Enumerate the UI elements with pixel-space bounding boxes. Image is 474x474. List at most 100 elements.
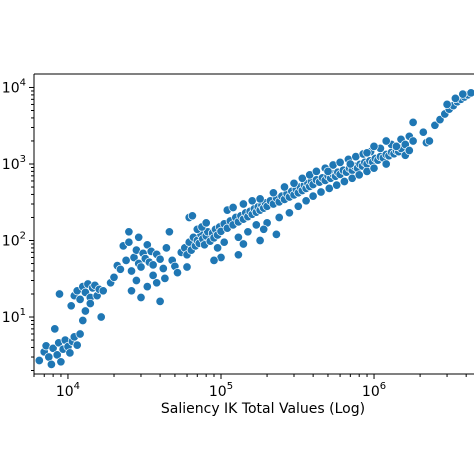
data-point — [115, 264, 125, 274]
data-point — [233, 232, 243, 242]
data-point — [408, 136, 418, 146]
data-point — [131, 275, 141, 286]
data-point — [136, 292, 146, 303]
data-point — [408, 117, 418, 127]
x-axis-label: Saliency IK Total Values (Log) — [161, 401, 365, 417]
data-point — [182, 262, 192, 272]
data-point — [339, 176, 349, 187]
data-point — [48, 343, 58, 353]
data-point — [158, 263, 168, 274]
data-point — [136, 262, 146, 272]
data-point — [142, 282, 152, 292]
data-point — [96, 312, 106, 322]
data-point — [268, 188, 278, 198]
data-point — [450, 93, 460, 103]
data-point — [391, 141, 401, 151]
data-point — [251, 220, 261, 230]
plot-frame — [33, 73, 474, 375]
data-point — [255, 235, 265, 246]
y-tick-label: 102 — [2, 231, 26, 250]
data-point — [80, 306, 90, 316]
data-point — [228, 202, 238, 213]
x-tick-label: 106 — [362, 381, 386, 400]
data-point — [155, 254, 165, 264]
data-point — [126, 286, 137, 296]
data-point — [65, 348, 75, 358]
data-point — [72, 340, 82, 350]
data-point — [126, 266, 137, 276]
data-point — [56, 357, 66, 367]
data-point — [50, 324, 60, 334]
data-point — [209, 255, 219, 265]
data-point — [142, 240, 152, 250]
data-point — [404, 145, 414, 156]
data-point — [134, 232, 144, 242]
data-point — [362, 148, 372, 158]
data-point — [247, 196, 257, 206]
data-point — [369, 141, 379, 151]
data-point — [172, 268, 183, 278]
x-tick-label: 105 — [209, 381, 233, 400]
data-point — [271, 229, 281, 239]
data-point — [34, 355, 44, 366]
data-point — [233, 250, 243, 260]
data-point — [301, 196, 311, 206]
data-point — [345, 159, 355, 169]
data-point — [219, 237, 229, 247]
data-point — [46, 359, 56, 369]
data-point — [148, 270, 158, 280]
y-tick-label: 101 — [2, 307, 26, 326]
data-point — [164, 227, 174, 237]
data-point — [98, 286, 108, 296]
data-point — [442, 99, 452, 109]
data-point — [187, 211, 197, 221]
data-point — [274, 212, 284, 223]
data-point — [243, 227, 253, 237]
data-point — [381, 159, 391, 169]
data-point — [323, 166, 333, 176]
y-tick-label: 104 — [2, 77, 26, 96]
data-point — [124, 227, 134, 237]
data-point — [109, 272, 119, 282]
data-point — [66, 301, 76, 311]
data-point — [160, 273, 170, 283]
data-point — [297, 173, 307, 183]
data-point — [54, 289, 65, 299]
data-point — [121, 255, 131, 265]
data-point — [52, 350, 62, 360]
data-point — [201, 218, 211, 228]
data-point — [332, 180, 342, 190]
points-layer — [34, 88, 474, 369]
data-point — [354, 170, 364, 180]
ticks-layer: 104 105 106 101 102 103 104 — [2, 77, 467, 400]
data-point — [418, 127, 428, 137]
data-point — [316, 187, 326, 197]
data-point — [335, 157, 345, 167]
data-point — [430, 120, 440, 130]
data-point — [289, 178, 299, 188]
data-point — [161, 243, 171, 253]
x-tick-label: 104 — [56, 381, 80, 400]
data-point — [148, 260, 158, 270]
y-tick-label: 103 — [2, 154, 26, 173]
data-point — [75, 294, 85, 304]
data-point — [75, 329, 85, 339]
data-point — [424, 136, 434, 146]
data-point — [369, 163, 379, 173]
data-point — [293, 201, 303, 211]
data-point — [152, 278, 162, 288]
data-point — [85, 298, 95, 309]
data-point — [213, 243, 223, 253]
data-point — [255, 194, 265, 204]
data-point — [78, 315, 88, 326]
data-point — [381, 136, 391, 146]
data-point — [324, 183, 334, 193]
data-point — [311, 166, 321, 176]
data-point — [279, 182, 290, 192]
data-point — [155, 296, 165, 306]
data-point — [466, 88, 474, 98]
data-point — [284, 208, 294, 218]
data-point — [259, 224, 269, 234]
data-point — [308, 191, 318, 201]
